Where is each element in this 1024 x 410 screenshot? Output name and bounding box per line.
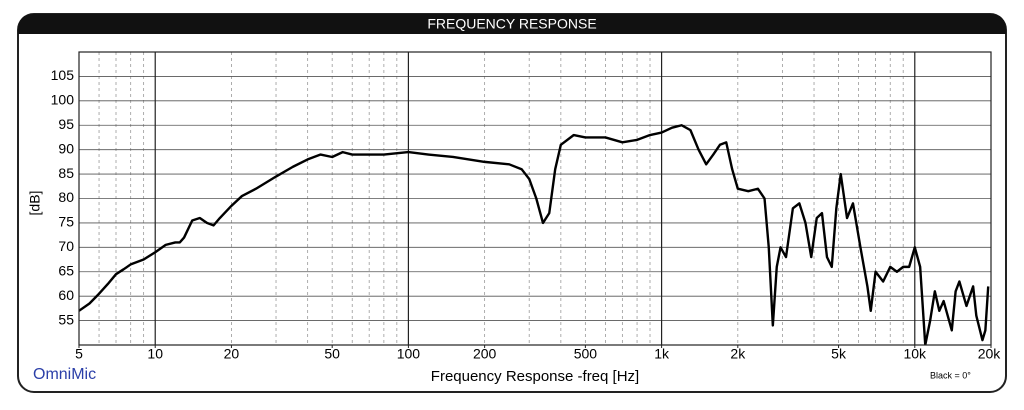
frame <box>17 13 1007 393</box>
y-tick-label: 90 <box>58 140 74 156</box>
x-tick-label: 20k <box>978 346 1002 362</box>
y-axis-label: [dB] <box>27 191 43 216</box>
x-tick-label: 5k <box>831 346 847 362</box>
y-tick-label: 85 <box>58 165 74 181</box>
x-tick-label: 500 <box>574 346 598 362</box>
x-tick-label: 10k <box>903 346 927 362</box>
brand: OmniMic <box>33 366 96 383</box>
x-tick-label: 200 <box>473 346 497 362</box>
legend-entry: Black = 0° <box>930 370 971 380</box>
x-tick-label: 1k <box>654 346 670 362</box>
y-tick-label: 80 <box>58 189 74 205</box>
y-tick-label: 75 <box>58 214 74 230</box>
y-tick-label: 65 <box>58 262 74 278</box>
x-tick-label: 50 <box>324 346 340 362</box>
y-tick-label: 105 <box>51 67 75 83</box>
y-tick-label: 100 <box>51 92 75 108</box>
y-tick-label: 55 <box>58 311 74 327</box>
x-tick-label: 2k <box>730 346 746 362</box>
x-tick-label: 5 <box>75 346 83 362</box>
y-tick-label: 60 <box>58 287 74 303</box>
y-tick-label: 95 <box>58 116 74 132</box>
x-tick-label: 100 <box>397 346 421 362</box>
x-axis-label: Frequency Response -freq [Hz] <box>431 368 639 385</box>
x-tick-label: 10 <box>147 346 163 362</box>
header-title: FREQUENCY RESPONSE <box>427 16 596 32</box>
header-bar <box>18 14 1006 34</box>
x-tick-label: 20 <box>224 346 240 362</box>
y-tick-label: 70 <box>58 238 74 254</box>
response-line <box>79 124 990 345</box>
plot-border <box>78 51 992 346</box>
